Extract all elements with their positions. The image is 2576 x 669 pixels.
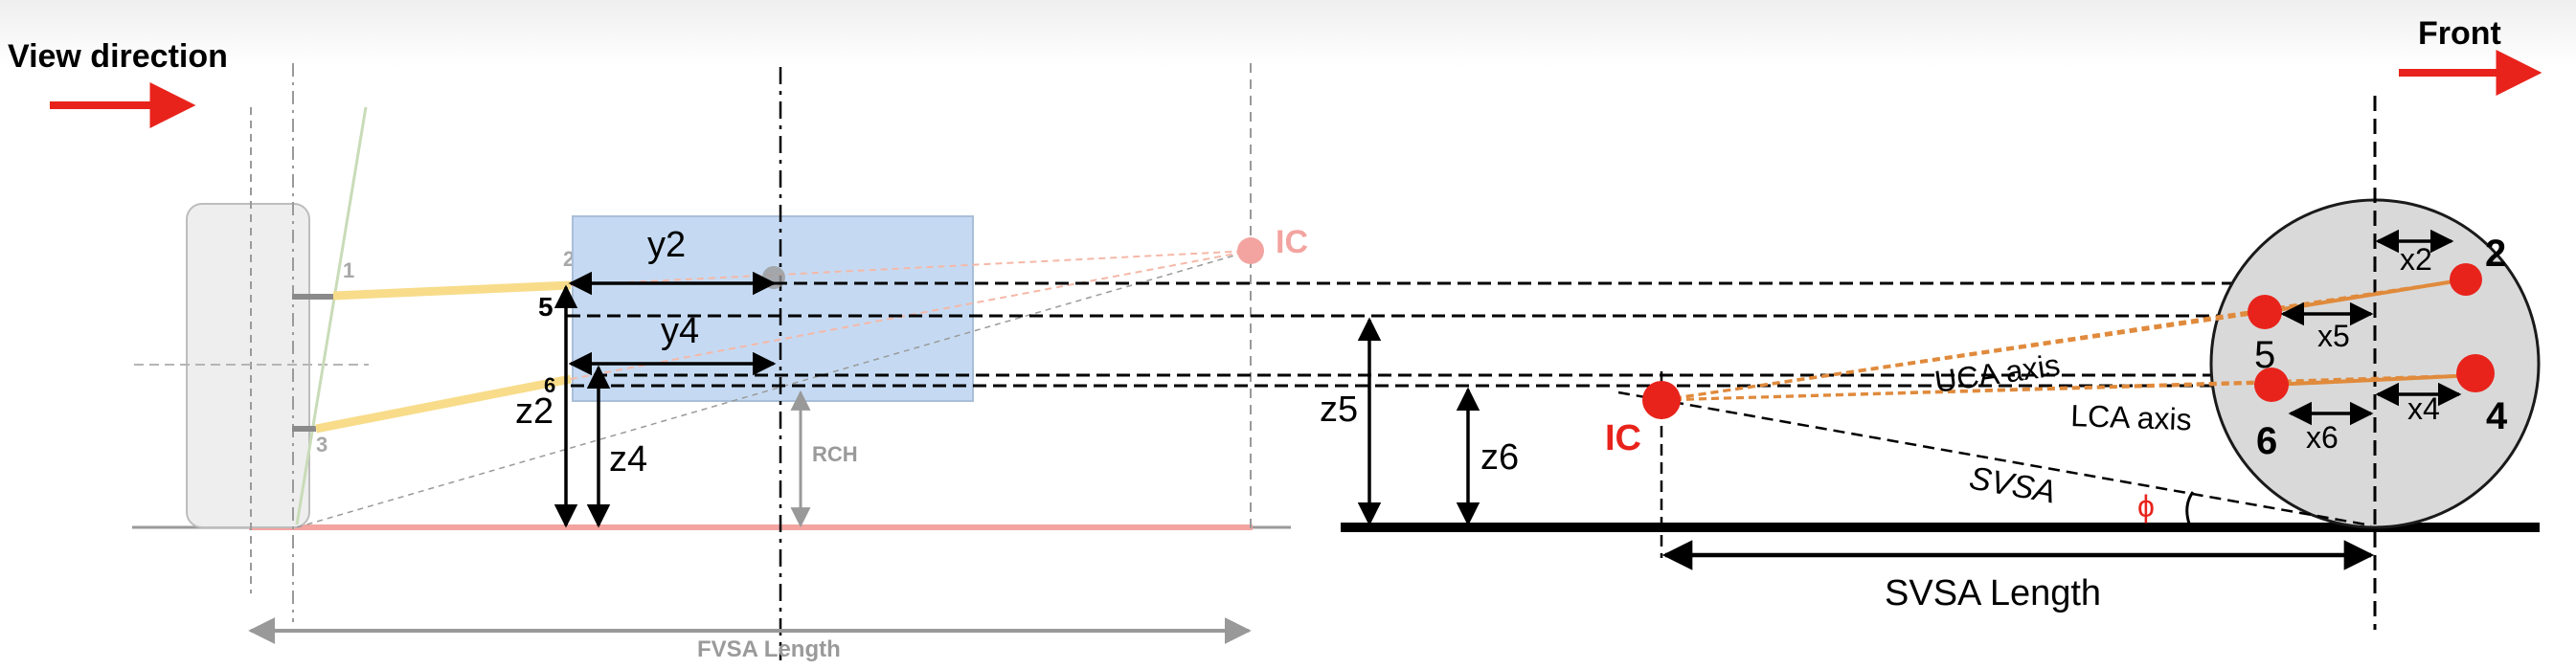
y2-label: y2 [647,225,686,265]
pivot-dot [762,266,785,289]
z5-label: z5 [1320,390,1358,430]
point-label-2: 2 [2485,233,2506,275]
lca-axis-label: LCA axis [2070,398,2192,436]
point-2 [2450,263,2482,296]
y4-label: y4 [661,311,699,351]
view-direction-label: View direction [8,38,228,75]
phi-angle-arc [2185,491,2195,524]
svsa-line [1617,390,2372,527]
upper-control-arm [332,280,572,301]
lca-link [2271,373,2476,387]
side-view: z5 z6 ϕ UCA axis LCA axis SVSA IC 2 5 4 … [1320,96,2541,630]
kingpin-axis [295,106,368,525]
point-label-6: 6 [2256,420,2277,462]
point-6 [2254,368,2289,402]
z4-label: z4 [609,439,647,479]
contact-to-ic-line [296,250,1252,528]
point-label-3: 3 [316,433,328,457]
x2-label: x2 [2400,242,2432,277]
z6-label: z6 [1480,437,1519,478]
point-4 [2456,354,2495,392]
point-label-1: 1 [343,258,354,282]
svsa-length-label: SVSA Length [1885,573,2101,613]
front-label: Front [2418,15,2501,52]
point-label-5-front: 5 [538,292,554,322]
x6-label: x6 [2306,420,2339,455]
rch-label: RCH [812,442,858,466]
projection-lines [567,281,2471,388]
lca-axis-line-inner [1661,381,2272,402]
z2-label: z2 [515,391,554,432]
front-ic-point [1237,237,1264,264]
subframe-box [572,215,974,402]
lower-control-arm [315,374,572,434]
phi-label: ϕ [2137,489,2155,524]
side-ic-label: IC [1605,418,1641,458]
uca-axis-line-inner [1661,310,2266,402]
lca-axis-line [1661,373,2476,402]
side-ic-point [1642,381,1681,419]
upper-line-to-ic [570,250,1252,286]
front-view: 1 2 3 IC RCH FVSA Length y2 y4 5 6 [132,63,1308,662]
fvsa-length-label: FVSA Length [697,636,841,662]
front-ic-label: IC [1276,224,1308,260]
point-label-5: 5 [2254,334,2275,376]
x5-label: x5 [2317,319,2350,353]
point-label-6-front: 6 [544,373,555,397]
point-5 [2248,295,2282,329]
svsa-label: SVSA [1967,459,2059,510]
point-label-4: 4 [2486,395,2508,437]
x4-label: x4 [2407,391,2440,426]
